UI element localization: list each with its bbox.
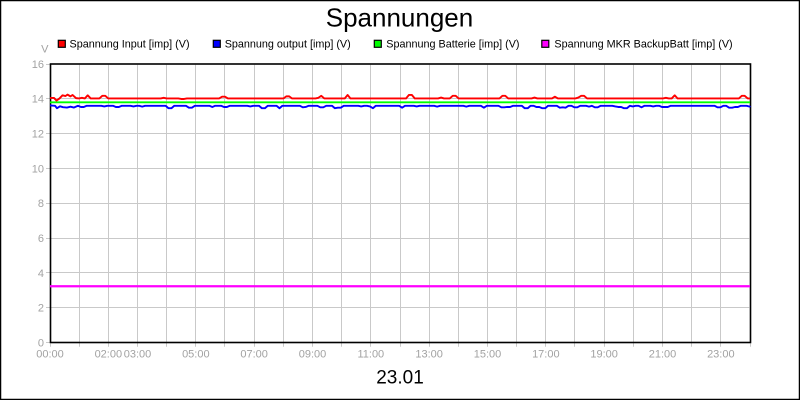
svg-text:10: 10 — [32, 163, 44, 175]
svg-text:05:00: 05:00 — [182, 349, 210, 361]
svg-text:23.01: 23.01 — [376, 368, 424, 389]
svg-text:2: 2 — [38, 303, 44, 315]
svg-text:Spannungen: Spannungen — [326, 2, 473, 32]
svg-text:Spannung output [imp] (V): Spannung output [imp] (V) — [225, 39, 351, 51]
svg-text:03:00: 03:00 — [124, 349, 152, 361]
svg-text:16: 16 — [32, 59, 44, 71]
svg-text:15:00: 15:00 — [474, 349, 502, 361]
svg-text:17:00: 17:00 — [532, 349, 560, 361]
svg-text:19:00: 19:00 — [590, 349, 618, 361]
svg-text:02:00: 02:00 — [95, 349, 123, 361]
svg-text:0: 0 — [38, 337, 44, 349]
svg-text:07:00: 07:00 — [240, 349, 268, 361]
svg-text:23:00: 23:00 — [707, 349, 735, 361]
svg-text:13:00: 13:00 — [415, 349, 443, 361]
svg-text:14: 14 — [32, 94, 44, 106]
svg-text:4: 4 — [38, 268, 44, 280]
svg-text:8: 8 — [38, 198, 44, 210]
svg-text:12: 12 — [32, 129, 44, 141]
svg-text:00:00: 00:00 — [36, 349, 64, 361]
svg-text:Spannung Input [imp] (V): Spannung Input [imp] (V) — [70, 39, 190, 51]
svg-text:11:00: 11:00 — [357, 349, 384, 361]
svg-text:V: V — [41, 43, 49, 55]
svg-text:09:00: 09:00 — [299, 349, 327, 361]
svg-text:6: 6 — [38, 233, 44, 245]
svg-text:21:00: 21:00 — [649, 349, 677, 361]
svg-text:Spannung Batterie [imp] (V): Spannung Batterie [imp] (V) — [386, 39, 519, 51]
svg-text:Spannung MKR BackupBatt [imp]: Spannung MKR BackupBatt [imp] (V) — [554, 39, 732, 51]
